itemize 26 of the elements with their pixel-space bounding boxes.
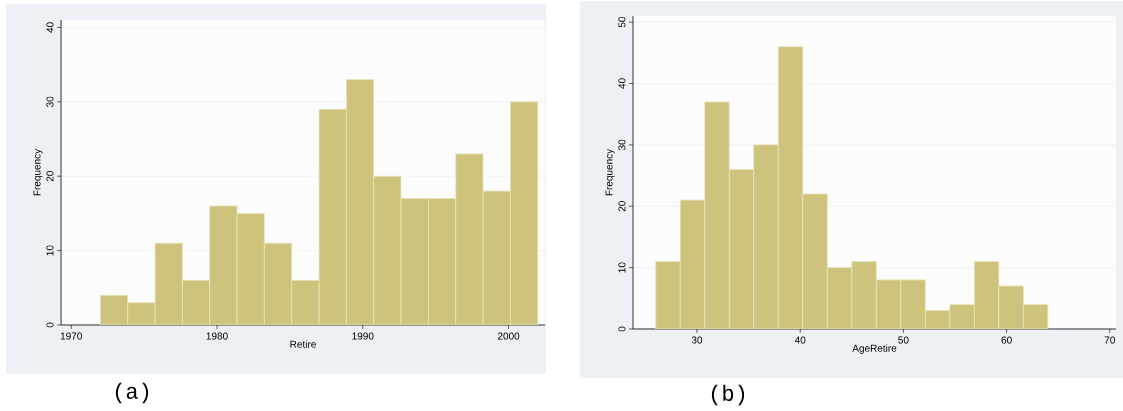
x-tick-label: 1990	[352, 332, 374, 340]
y-tick-label: 20	[46, 171, 54, 182]
x-tick-label: 1980	[206, 332, 228, 340]
y-tick-label: 10	[618, 262, 626, 273]
text: (b)	[711, 384, 745, 406]
y-tick-label: 40	[46, 22, 54, 33]
x-tick-label: 70	[1104, 336, 1115, 344]
x-tick-label: 60	[1001, 336, 1012, 344]
y-tick-label: 50	[618, 16, 626, 28]
y-tick-label: 40	[618, 78, 626, 89]
x-tick-label: 40	[794, 336, 806, 344]
x-tick-label: 30	[691, 336, 703, 344]
y-tick-label: 30	[618, 139, 626, 151]
y-axis-title: Frequency	[33, 148, 43, 196]
y-tick-label: 0	[618, 326, 626, 332]
y-tick-label: 30	[46, 96, 54, 107]
y-tick-label: 20	[618, 201, 626, 212]
x-tick-label: 50	[898, 336, 909, 344]
x-axis-title: AgeRetire	[852, 344, 897, 354]
y-axis-title: Frequency	[605, 148, 615, 196]
y-tick-label: 0	[46, 322, 54, 328]
x-tick-label: 2000	[497, 332, 520, 340]
y-tick-label: 10	[46, 245, 54, 256]
text: (a)	[115, 382, 149, 404]
x-axis-title: Retire	[290, 340, 316, 348]
x-tick-label: 1970	[60, 332, 82, 340]
